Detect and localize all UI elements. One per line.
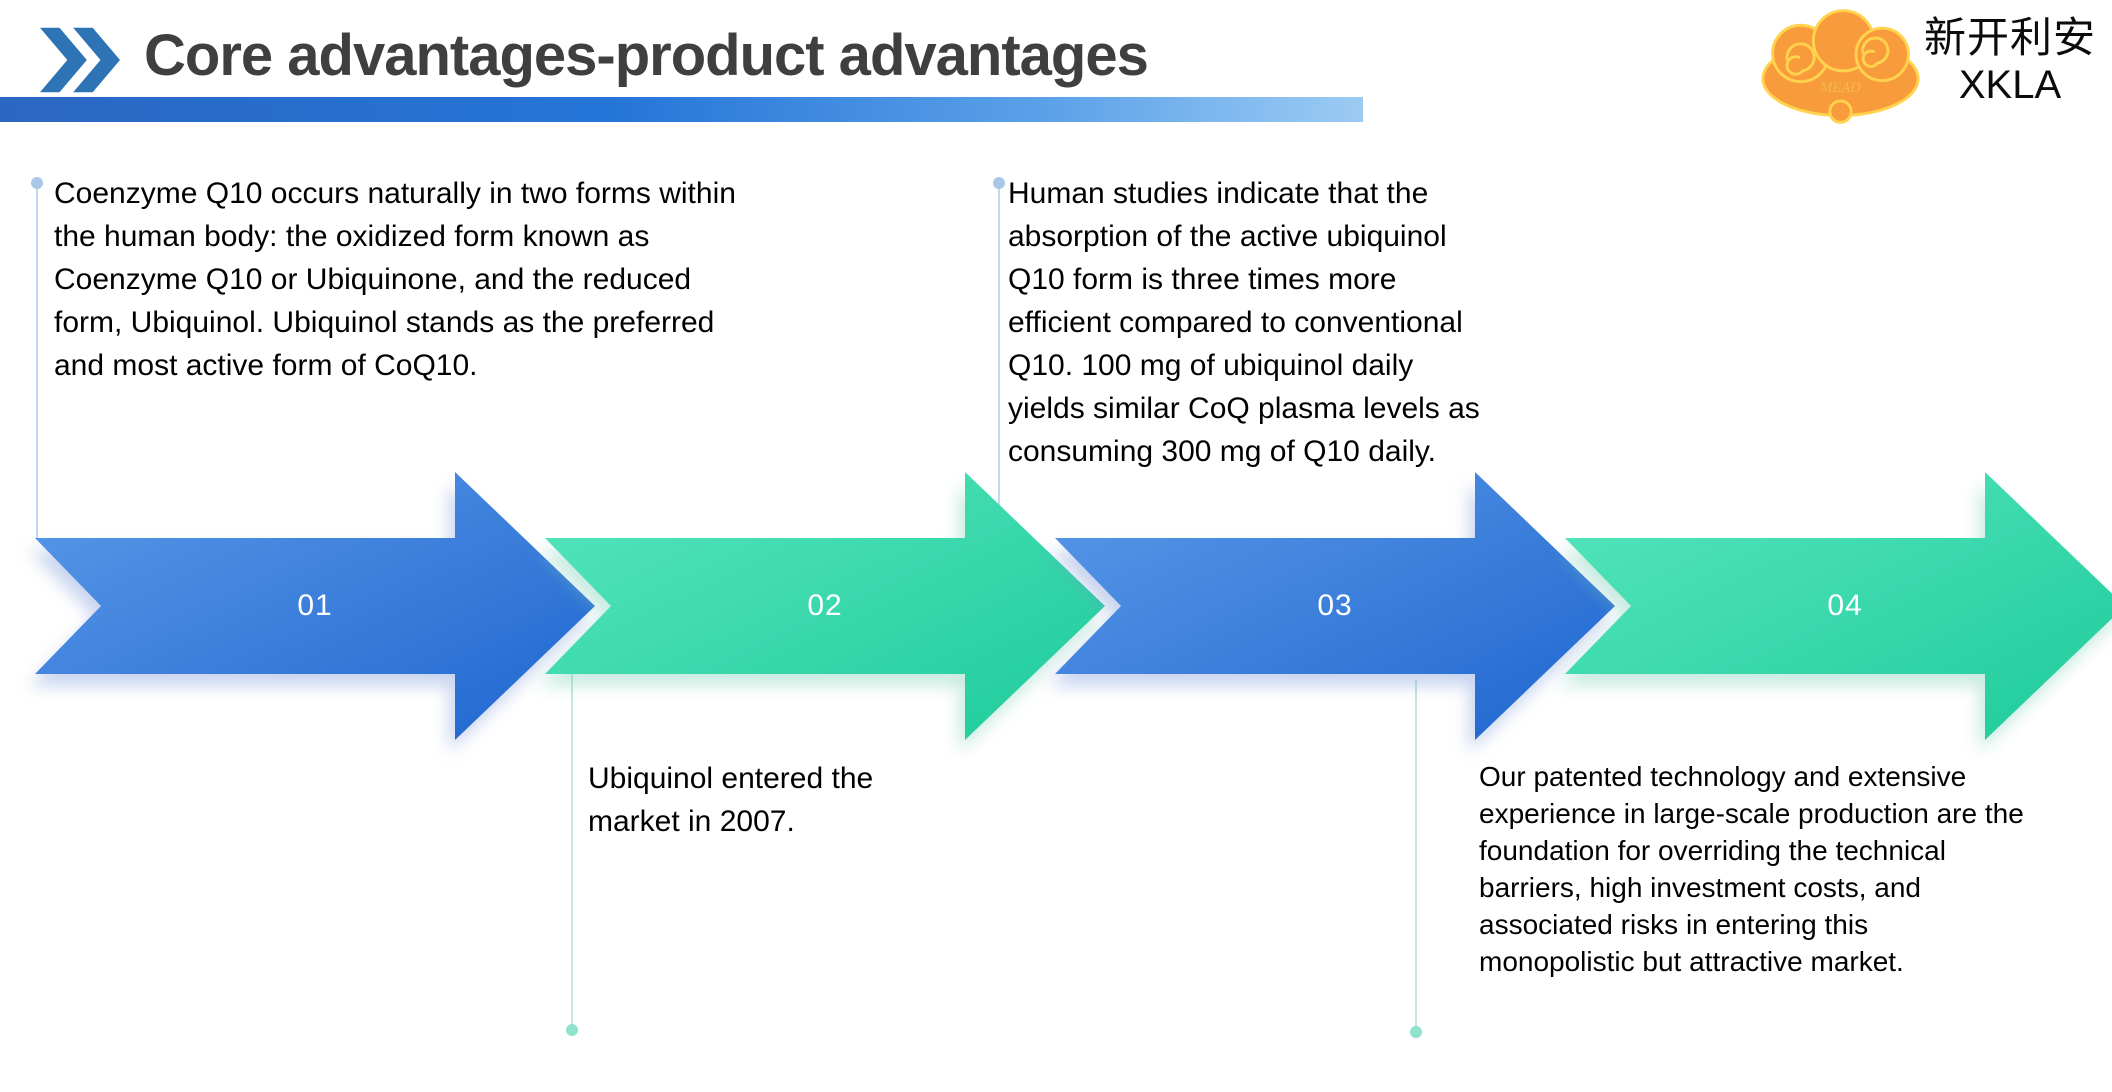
- step2-description: Ubiquinol entered the market in 2007.: [588, 762, 874, 838]
- step4-description: Our patented technology and extensive ex…: [1479, 761, 2024, 977]
- connector-dot-step4: [1410, 1026, 1422, 1038]
- connector-dot-step1: [31, 177, 43, 189]
- connector-line-step1: [36, 183, 38, 539]
- connector-line-step4: [1415, 680, 1417, 1030]
- arrow-step-03: 03: [1055, 472, 1615, 740]
- connector-line-step2: [571, 674, 573, 1028]
- step3-description: Human studies indicate that the absorpti…: [1008, 177, 1480, 468]
- arrow-number: 03: [1317, 589, 1353, 622]
- arrow-step-01: 01: [35, 472, 595, 740]
- step1-description: Coenzyme Q10 occurs naturally in two for…: [54, 177, 736, 382]
- title-underline-bar: [0, 97, 1363, 122]
- arrow-number: 04: [1827, 589, 1863, 622]
- connector-dot-step3: [993, 177, 1005, 189]
- arrow-number: 01: [297, 589, 333, 622]
- logo-text: 新开利安 XKLA: [1910, 14, 2110, 108]
- logo-cloud-text: MEAD: [1819, 80, 1861, 96]
- connector-dot-step2: [566, 1024, 578, 1036]
- logo-brand-chinese: 新开利安: [1923, 14, 2096, 61]
- page-title: Core advantages-product advantages: [144, 23, 1149, 88]
- arrow-step-04: 04: [1565, 472, 2112, 740]
- arrow-number: 02: [807, 589, 843, 622]
- double-chevron-icon: [40, 27, 120, 93]
- cloud-logo-icon: MEAD: [1761, 9, 1920, 124]
- arrow-step-02: 02: [545, 472, 1105, 740]
- company-logo: MEAD 新开利安 XKLA: [1758, 6, 2104, 128]
- connector-line-step3: [998, 183, 1000, 530]
- logo-brand-english: XKLA: [1958, 63, 2062, 107]
